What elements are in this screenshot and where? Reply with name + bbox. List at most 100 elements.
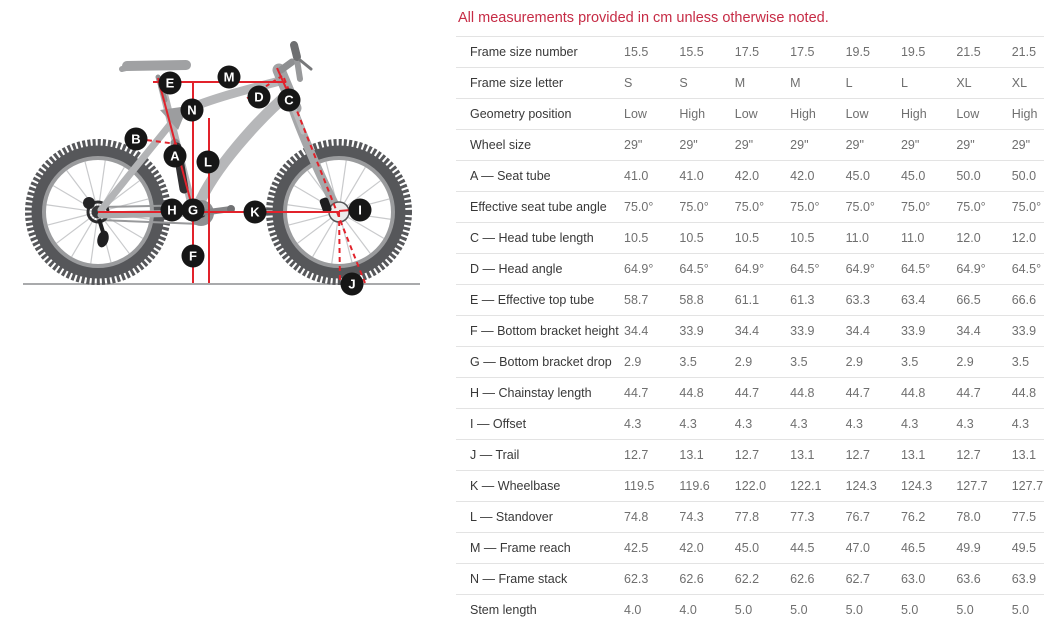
row-value: 29" (956, 138, 975, 152)
row-value: 64.5° (679, 262, 709, 276)
row-value: 4.3 (1011, 417, 1030, 431)
row-value: 124.3 (845, 479, 877, 493)
callout-k: K (243, 200, 267, 224)
row-value: 29" (624, 138, 643, 152)
row-value: 77.3 (790, 510, 815, 524)
table-row: N — Frame stack 62.3 62.6 62.2 62.6 62.7 63.0 6… (456, 563, 1044, 594)
row-value: 34.4 (624, 324, 649, 338)
row-value: High (679, 107, 706, 121)
row-value: 17.5 (734, 45, 760, 59)
row-value: 29" (900, 138, 920, 152)
row-value: 47.0 (845, 541, 870, 555)
row-value: 2.9 (734, 355, 753, 369)
row-value: High (790, 107, 816, 121)
callout-j: J (340, 272, 364, 296)
callout-c: C (277, 88, 301, 112)
row-value: 13.1 (790, 448, 815, 462)
row-value: 42.0 (679, 541, 704, 555)
saddle-nose (119, 63, 137, 72)
row-value: 75.0° (956, 200, 986, 214)
table-row: Frame size number 15.5 15.5 17.5 17.5 19.5 19.… (456, 36, 1044, 67)
row-value: 12.0 (1011, 231, 1037, 245)
row-value: 29" (790, 138, 809, 152)
stem (277, 58, 296, 74)
row-value: 34.4 (956, 324, 981, 338)
row-value: 75.0° (734, 200, 765, 214)
row-value: 42.0 (790, 169, 815, 183)
row-value: 5.0 (734, 603, 753, 617)
row-value: 12.7 (845, 448, 870, 462)
row-value: Low (624, 107, 647, 121)
callout-letter: F (189, 249, 197, 264)
row-value: 127.7 (1011, 479, 1044, 493)
row-value: 119.6 (679, 479, 710, 493)
row-value: 75.0° (845, 200, 875, 214)
seatstay-tube (97, 117, 177, 214)
row-value: 58.8 (679, 293, 704, 307)
geometry-table: Frame size number 15.5 15.5 17.5 17.5 19.5 19.… (456, 36, 1044, 625)
row-value: 3.5 (679, 355, 697, 369)
row-value: 5.0 (956, 603, 974, 617)
row-value: S (624, 76, 633, 90)
row-value: 5.0 (790, 603, 808, 617)
row-value: 62.3 (624, 572, 649, 586)
callout-letter: B (131, 132, 140, 147)
row-value: 75.0° (900, 200, 931, 214)
row-value: 63.3 (845, 293, 870, 307)
row-value: 62.2 (734, 572, 760, 586)
row-value: 4.0 (624, 603, 642, 617)
row-value: 4.3 (679, 417, 697, 431)
table-row: C — Head tube length 10.5 10.5 10.5 10.5 11.0… (456, 222, 1044, 253)
callout-letter: G (188, 203, 198, 218)
row-value: 61.3 (790, 293, 815, 307)
row-value: 12.7 (734, 448, 760, 462)
row-value: 122.0 (734, 479, 767, 493)
callout-m: M (217, 65, 241, 89)
row-label: C — Head tube length (470, 231, 594, 245)
row-value: 46.5 (900, 541, 926, 555)
row-value: 5.0 (1011, 603, 1030, 617)
row-value: S (679, 76, 688, 90)
callout-letter: L (204, 155, 212, 170)
table-row: A — Seat tube 41.0 41.0 42.0 42.0 45.0 45.0 50.… (456, 160, 1044, 191)
row-label: N — Frame stack (470, 572, 568, 586)
row-value: 29" (845, 138, 864, 152)
row-label: G — Bottom bracket drop (470, 355, 612, 369)
row-value: 3.5 (1011, 355, 1030, 369)
callout-b: B (124, 127, 148, 151)
table-row: K — Wheelbase 119.5 119.6 122.0 122.1 124.3 12… (456, 470, 1044, 501)
row-label: E — Effective top tube (470, 293, 595, 307)
row-value: 4.3 (624, 417, 642, 431)
row-value: 42.5 (624, 541, 649, 555)
row-value: 75.0° (790, 200, 820, 214)
row-value: 19.5 (845, 45, 870, 59)
row-value: 44.7 (956, 386, 981, 400)
table-row: H — Chainstay length 44.7 44.8 44.7 44.8 44.7… (456, 377, 1044, 408)
row-value: 34.4 (734, 324, 760, 338)
row-value: 78.0 (956, 510, 981, 524)
row-value: 29" (1011, 138, 1031, 152)
row-value: 5.0 (900, 603, 919, 617)
row-value: 49.9 (956, 541, 981, 555)
table-row: Stem length 4.0 4.0 5.0 5.0 5.0 5.0 5.0 5.0 (456, 594, 1044, 625)
row-value: 15.5 (679, 45, 704, 59)
line-seat-tube-angle (137, 138, 178, 145)
row-value: 49.5 (1011, 541, 1037, 555)
row-value: 76.2 (900, 510, 926, 524)
brake-lever (298, 58, 313, 71)
callout-letter: C (284, 93, 294, 108)
table-row: Frame size letter S S M M L L XL XL (456, 67, 1044, 98)
row-value: 11.0 (900, 231, 925, 245)
line-steering-axis (283, 77, 366, 284)
grip (290, 41, 301, 61)
row-value: 29" (734, 138, 754, 152)
down-tube (192, 88, 294, 212)
row-value: 10.5 (624, 231, 649, 245)
row-value: 44.8 (1011, 386, 1037, 400)
row-value: 64.5° (900, 262, 931, 276)
row-value: 33.9 (679, 324, 704, 338)
row-value: 10.5 (734, 231, 760, 245)
row-value: 64.9° (624, 262, 654, 276)
row-value: 4.3 (956, 417, 974, 431)
callouts: A B C D E F GH I J K L M N (124, 65, 372, 296)
